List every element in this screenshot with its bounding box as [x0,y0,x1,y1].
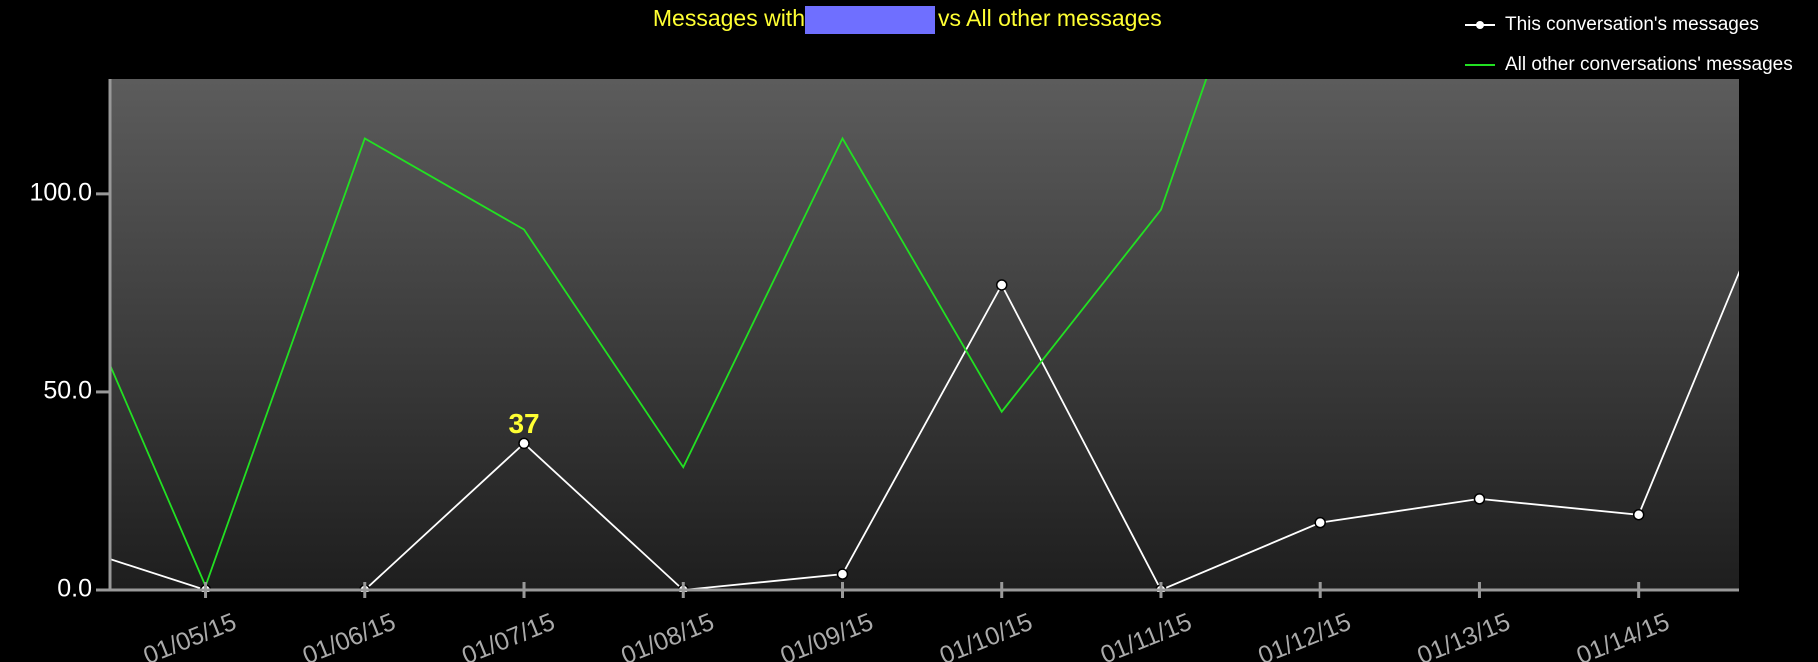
point [1632,508,1645,521]
point [836,568,849,580]
x-tick-label: 01/12/15 [1254,608,1355,662]
point [1314,516,1326,529]
x-tick-label: 01/09/15 [776,608,877,662]
series-line [110,79,1208,589]
legend-marker [1476,21,1484,29]
redaction [805,6,935,34]
y-tick-label: 0.0 [57,575,92,603]
legend-label: This conversation's messages [1505,14,1759,35]
y-tick-label: 50.0 [43,377,92,405]
point [518,437,530,450]
point [1473,493,1486,505]
x-tick-label: 01/10/15 [936,608,1037,662]
point [1793,125,1803,135]
plot-area [110,79,1739,590]
x-tick-label: 01/14/15 [1573,608,1674,662]
x-tick-label: 01/05/15 [140,608,241,662]
x-tick-label: 01/11/15 [1097,608,1196,662]
y-tick-label: 100.0 [29,178,92,206]
chart-title: Messages with [653,5,805,31]
x-tick-label: 01/13/15 [1413,608,1514,662]
legend-label: All other conversations' messages [1505,54,1793,75]
data-label: 37 [508,408,539,439]
x-tick-label: 01/07/15 [458,608,559,662]
x-tick-label: 01/06/15 [299,608,400,662]
chart-title: vs All other messages [938,5,1162,31]
x-tick-label: 01/08/15 [617,608,718,662]
point [41,534,51,544]
point [995,279,1008,291]
